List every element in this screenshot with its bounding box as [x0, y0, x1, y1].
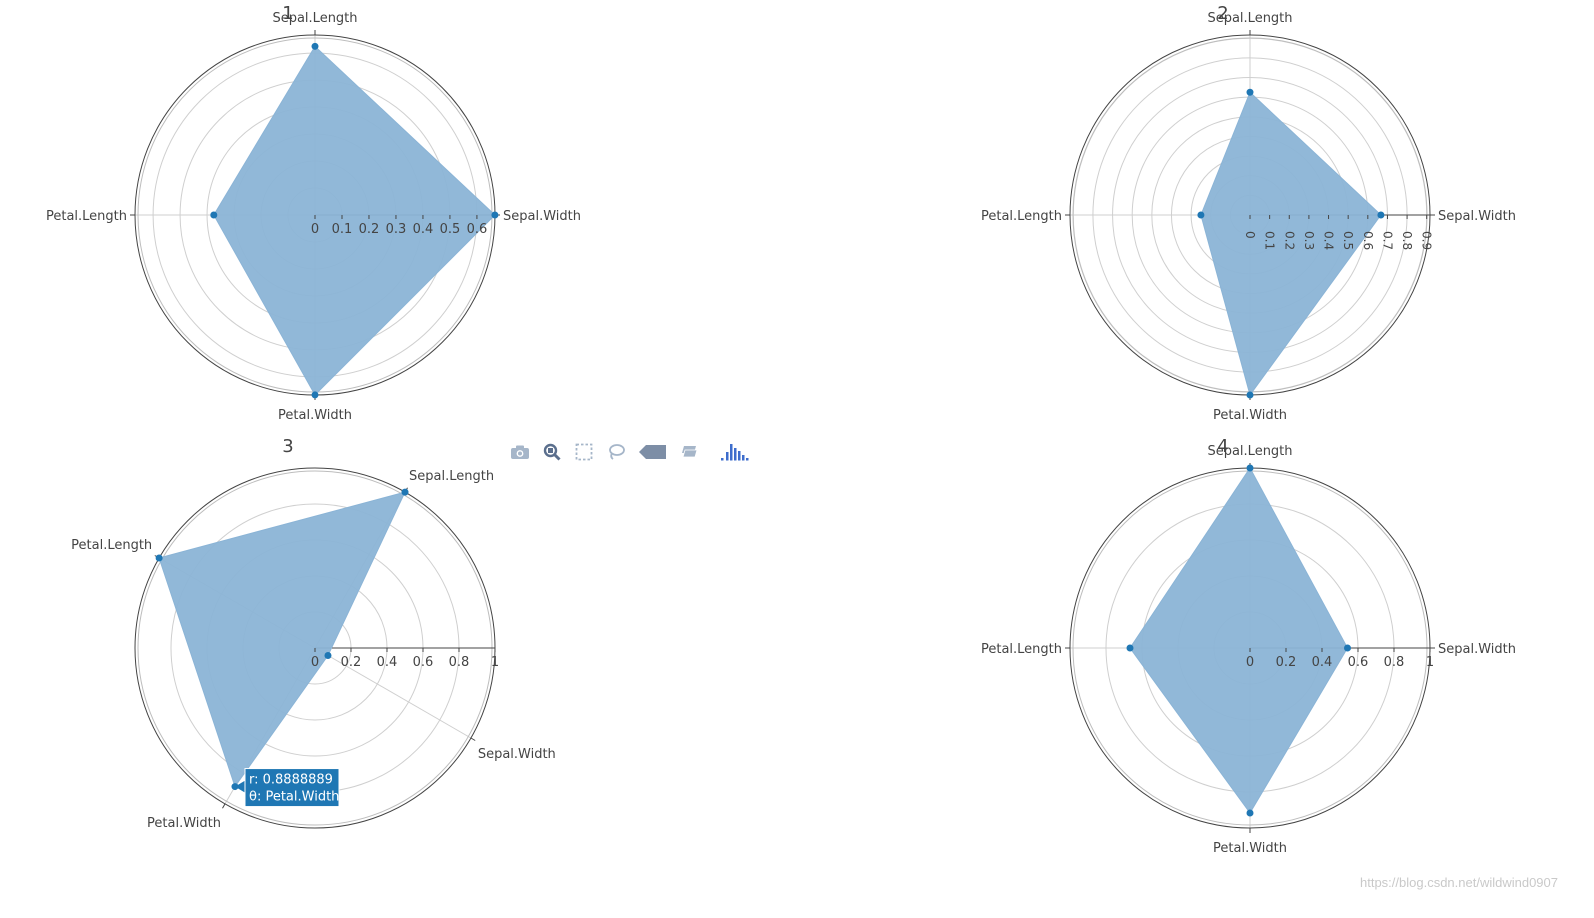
radial-tick-label: 0.8	[1384, 655, 1405, 670]
radial-tick-label: 0.3	[386, 222, 407, 237]
radial-tick-label: 0.6	[1348, 655, 1369, 670]
tooltip-theta: θ: Petal.Width	[249, 790, 339, 805]
lasso-select-icon[interactable]	[604, 440, 628, 464]
radial-tick-label: 0.2	[1276, 655, 1297, 670]
angular-label: Sepal.Width	[1438, 642, 1516, 657]
camera-icon[interactable]	[508, 440, 532, 464]
hover-compare-icon[interactable]	[678, 440, 702, 464]
modebar	[508, 440, 750, 464]
radial-tick-label: 0.6	[467, 222, 488, 237]
data-point	[491, 211, 499, 219]
radial-tick-label: 0.8	[449, 655, 470, 670]
chart-title: 3	[282, 436, 293, 457]
angular-label: Sepal.Width	[1438, 209, 1516, 224]
radial-tick-label: 0.4	[413, 222, 434, 237]
angular-gridline	[314, 647, 472, 739]
angular-tick	[470, 737, 476, 741]
zoom-icon[interactable]	[540, 440, 564, 464]
radial-tick-label: 1	[491, 655, 499, 670]
angular-label: Petal.Length	[981, 642, 1062, 657]
radial-tick-label: 0	[1246, 655, 1254, 670]
radial-tick-label: 0.2	[359, 222, 380, 237]
chart-title: 2	[1217, 3, 1228, 24]
tooltip-r: r: 0.8888889	[249, 773, 333, 788]
watermark: https://blog.csdn.net/wildwind0907	[1359, 875, 1558, 890]
data-point	[1246, 88, 1254, 96]
radial-tick-label: 0.9	[1420, 231, 1434, 250]
tooltip-pointer	[235, 780, 245, 793]
angular-label: Petal.Length	[981, 209, 1062, 224]
radial-tick-label: 0.5	[1341, 231, 1355, 250]
hover-closest-icon[interactable]	[636, 440, 670, 464]
chart-title: 4	[1217, 436, 1228, 457]
radial-tick-label: 1	[1426, 655, 1434, 670]
radial-tick-label: 0.6	[413, 655, 434, 670]
angular-label: Petal.Width	[1213, 841, 1287, 856]
angular-label: Petal.Width	[147, 816, 221, 831]
radial-tick-label: 0	[311, 655, 319, 670]
angular-label: Sepal.Length	[272, 11, 357, 26]
angular-label: Petal.Length	[46, 209, 127, 224]
angular-label: Sepal.Width	[478, 747, 556, 762]
radial-tick-label: 0.4	[1312, 655, 1333, 670]
data-point	[311, 391, 319, 399]
data-point	[401, 488, 409, 496]
radial-tick-label: 0.7	[1380, 231, 1394, 250]
radar-chart-3: 3 0 0.2 0.4 0.6 0.8 1 Sepal.Length Sepal.Width Pe…	[71, 436, 556, 831]
radar-chart-1: 1 0 0.1 0.2 0.3 0.4 0.5 0.6 Sepal.Length Sepal.Wi…	[46, 3, 581, 423]
radial-tick-label: 0.8	[1400, 231, 1414, 250]
chart-title: 1	[282, 3, 293, 24]
radial-tick-label: 0.4	[377, 655, 398, 670]
radial-tick-label: 0.6	[1361, 231, 1375, 250]
radial-tick-label: 0.2	[341, 655, 362, 670]
data-point	[1246, 809, 1254, 817]
angular-label: Petal.Length	[71, 538, 152, 553]
data-point	[1344, 644, 1352, 652]
radial-tick-label: 0.2	[1282, 231, 1296, 250]
data-point	[1246, 391, 1254, 399]
radial-tick-label: 0	[311, 222, 319, 237]
data-point	[1197, 211, 1205, 219]
radial-tick-label: 0.5	[440, 222, 461, 237]
angular-label: Sepal.Length	[1207, 444, 1292, 459]
data-point	[1246, 464, 1254, 472]
angular-label: Sepal.Width	[503, 209, 581, 224]
data-point	[155, 554, 163, 562]
data-point	[311, 42, 319, 50]
radial-tick-label: 0.3	[1302, 231, 1316, 250]
box-select-icon[interactable]	[572, 440, 596, 464]
plotly-logo-icon[interactable]	[710, 440, 750, 464]
radial-tick-label: 0.1	[1263, 231, 1277, 250]
angular-label: Petal.Width	[1213, 408, 1287, 423]
hover-tooltip: r: 0.8888889 θ: Petal.Width	[235, 768, 340, 808]
tooltip-box	[244, 768, 340, 808]
angular-tick	[222, 803, 226, 809]
radial-tick-label: 0	[1243, 231, 1257, 239]
data-point	[1126, 644, 1134, 652]
angular-label: Petal.Width	[278, 408, 352, 423]
radial-tick-label: 0.4	[1322, 231, 1336, 250]
data-point	[324, 651, 332, 659]
angular-label: Sepal.Length	[1207, 11, 1292, 26]
radar-chart-2: 2 0 0.1 0.2 0.3 0.4 0.5 0.6 0.7 0.8 0.9 Sepal.Lengt…	[981, 3, 1516, 423]
data-point	[210, 211, 218, 219]
data-point	[1377, 211, 1385, 219]
radar-chart-4: 4 0 0.2 0.4 0.6 0.8 1 Sepal.Length Sepal.Width Pe…	[981, 436, 1516, 856]
radial-tick-label: 0.1	[332, 222, 353, 237]
angular-label: Sepal.Length	[409, 469, 494, 484]
